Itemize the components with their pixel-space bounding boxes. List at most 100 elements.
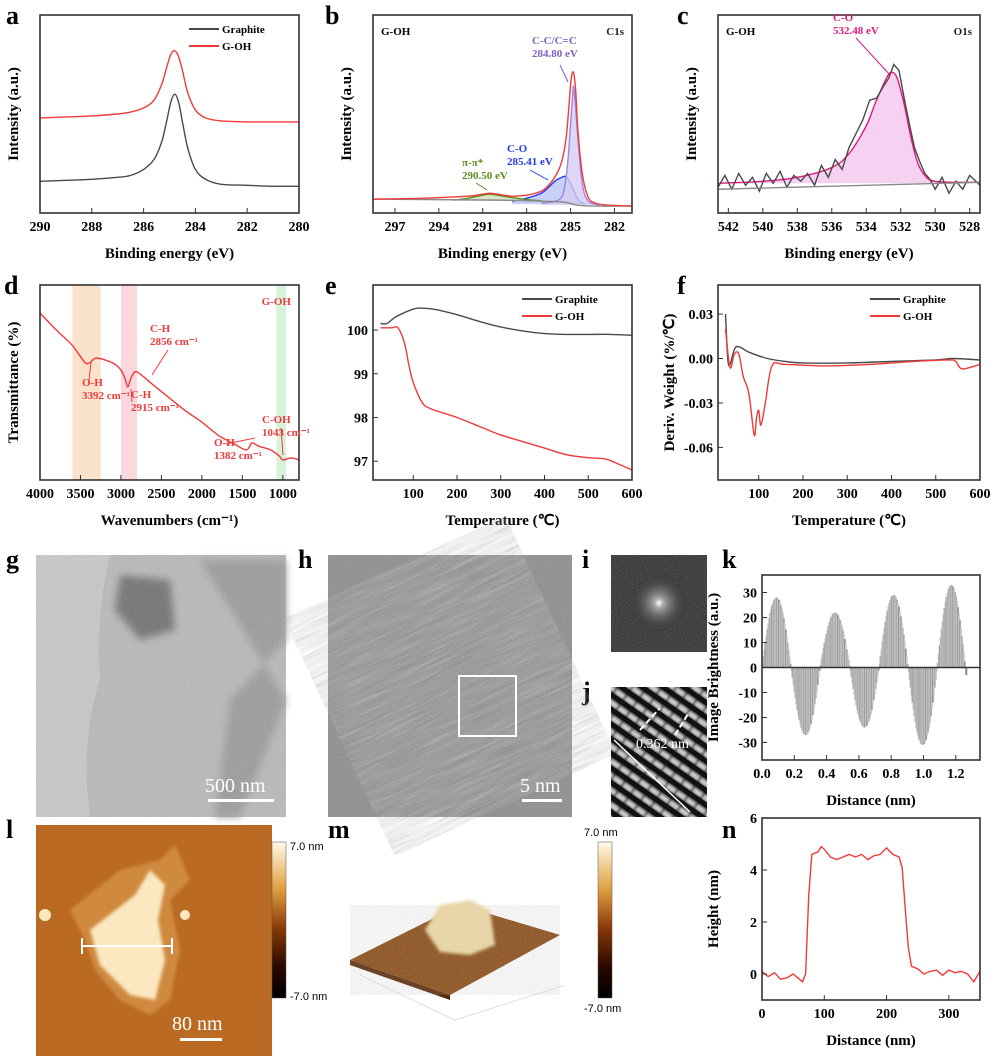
- x-tick-label: 400: [881, 487, 902, 502]
- x-tick-label: 400: [534, 487, 555, 502]
- series-line-g-oh: [380, 326, 633, 471]
- series-fill: [541, 86, 600, 206]
- measure-line-j: [613, 739, 691, 813]
- afm-3d-image-m: 7.0 nm -7.0 nm: [350, 827, 621, 1021]
- x-tick-label: 528: [959, 220, 980, 235]
- bar: [890, 597, 893, 668]
- bar: [897, 602, 899, 668]
- bar: [799, 667, 802, 725]
- bar: [820, 659, 823, 668]
- legend-label: G-OH: [555, 311, 585, 323]
- bar: [781, 613, 784, 668]
- bar: [962, 652, 965, 668]
- x-tick-label: 532: [890, 220, 911, 235]
- bar: [910, 667, 913, 696]
- plot-frame: [761, 817, 981, 1001]
- colorbar-l: [271, 841, 287, 999]
- bar: [821, 653, 824, 668]
- bar: [907, 667, 910, 672]
- x-axis-label: Distance (nm): [826, 793, 916, 809]
- bar: [905, 656, 908, 668]
- x-axis-label: Binding energy (eV): [784, 246, 913, 262]
- bar: [959, 620, 961, 668]
- bar: [899, 611, 901, 668]
- panel-label-e: e: [325, 271, 337, 300]
- panel-label-m: m: [328, 815, 350, 844]
- bar: [902, 634, 905, 668]
- y-tick-label: -0.03: [684, 397, 713, 412]
- y-tick-label: 0.03: [689, 308, 714, 323]
- bar: [872, 667, 875, 701]
- x-tick-label: 1.0: [915, 767, 933, 782]
- bar: [869, 667, 872, 715]
- bar: [787, 649, 790, 668]
- colorbar-max-l: 7.0 nm: [290, 841, 324, 853]
- bar: [805, 667, 807, 735]
- peak-annotation: C-H: [150, 323, 171, 335]
- series-line: [761, 845, 981, 984]
- bar: [771, 605, 774, 668]
- x-tick-label: 200: [792, 487, 813, 502]
- series-line: [39, 312, 300, 461]
- peak-annotation: 1043 cm⁻¹: [262, 427, 310, 439]
- bar: [857, 667, 860, 715]
- y-axis-label: Deriv. Weight (%/℃): [662, 314, 678, 452]
- highlight-band: [72, 285, 101, 480]
- peak-annotation: C-OH: [262, 414, 291, 426]
- x-tick-label: 288: [516, 220, 537, 235]
- x-tick-label: 2500: [147, 487, 175, 502]
- bar: [837, 615, 839, 668]
- bar: [772, 602, 775, 668]
- bar: [871, 667, 874, 706]
- bar: [786, 642, 789, 668]
- bar: [920, 667, 923, 745]
- peak-annotation: C-O: [507, 143, 528, 155]
- series-line: [453, 193, 542, 202]
- plot-frame: [372, 284, 633, 481]
- charts: 290 288 286 284 282 280 Binding energy (eV) Int…: [6, 12, 991, 1049]
- sample-label: G-OH: [726, 26, 756, 38]
- x-tick-label: 0.4: [818, 767, 836, 782]
- bar: [942, 614, 945, 668]
- scale-bar-l: [180, 1038, 222, 1041]
- bar: [765, 635, 768, 668]
- bar: [788, 656, 791, 668]
- scale-bar-label-l: 80 nm: [172, 1013, 223, 1035]
- bar: [956, 601, 958, 668]
- spectrum-label: G-OH: [262, 296, 292, 308]
- bar: [854, 667, 857, 701]
- series-line: [717, 63, 981, 195]
- x-axis-label: Distance (nm): [826, 1033, 916, 1049]
- bar: [830, 616, 833, 668]
- bar: [882, 634, 885, 668]
- bar: [915, 667, 918, 728]
- bar: [783, 623, 786, 668]
- plot-frame: [717, 14, 981, 214]
- annotation-arrow: [225, 437, 256, 445]
- bar: [804, 667, 807, 735]
- bar: [896, 599, 898, 668]
- series-fill: [718, 72, 980, 184]
- bar: [784, 629, 787, 668]
- bar: [853, 667, 856, 695]
- bar: [840, 622, 842, 668]
- bar: [906, 663, 909, 668]
- y-tick-label: 99: [354, 368, 368, 383]
- bar: [764, 642, 767, 668]
- chart-k: 0.0 0.2 0.4 0.6 0.8 1.0 1.2 -30 -20 -10 0 10 20 30 Dis…: [706, 574, 981, 809]
- y-axis-label: Intensity (a.u.): [339, 67, 355, 161]
- bar: [862, 667, 864, 727]
- bar: [831, 614, 834, 668]
- colorbar-min-m: -7.0 nm: [584, 1003, 621, 1015]
- x-tick-label: 1000: [269, 487, 297, 502]
- bar: [941, 621, 944, 668]
- x-tick-label: 200: [447, 487, 468, 502]
- bar: [912, 667, 915, 710]
- plot-frame: [39, 14, 300, 214]
- bar: [842, 630, 844, 668]
- annotation-arrow: [88, 361, 92, 381]
- x-tick-label: 294: [428, 220, 449, 235]
- panel-label-k: k: [722, 545, 737, 574]
- bar: [843, 639, 846, 668]
